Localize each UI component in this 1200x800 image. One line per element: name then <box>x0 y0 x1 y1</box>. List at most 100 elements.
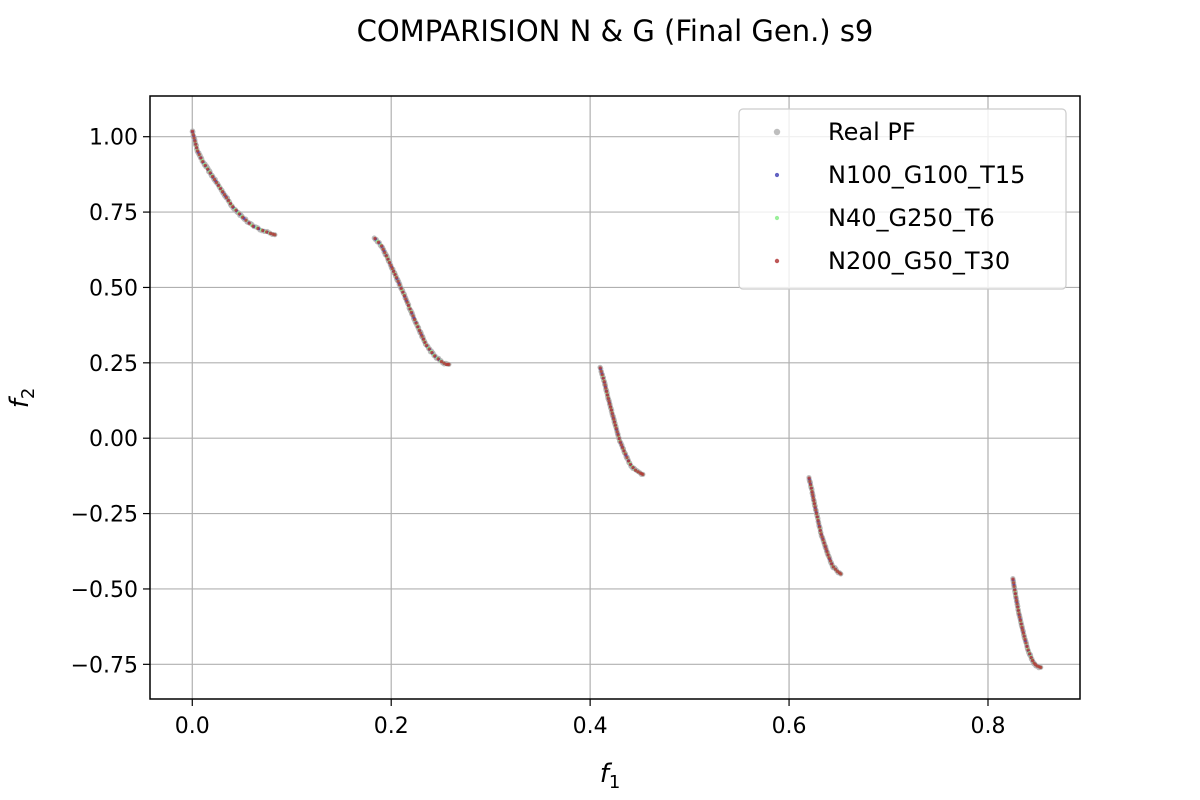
scatter-point <box>381 247 385 251</box>
scatter-point <box>273 233 277 237</box>
y-tick-label: 0.75 <box>89 201 138 226</box>
plot-area-frame <box>149 95 1081 700</box>
y-axis-label-sub: 2 <box>18 388 39 399</box>
scatter-point <box>600 373 604 377</box>
scatter-point <box>194 142 198 146</box>
scatter-point <box>628 462 633 467</box>
x-tick-label: 0.6 <box>772 714 807 739</box>
scatter-point <box>825 550 829 554</box>
scatter-point <box>810 489 814 494</box>
scatter-point <box>194 146 199 150</box>
scatter-point <box>413 317 417 322</box>
scatter-point <box>199 156 203 160</box>
legend-label: N40_G250_T6 <box>828 204 995 232</box>
scatter-point <box>811 496 815 500</box>
scatter-point <box>218 186 223 191</box>
scatter-point <box>607 399 611 403</box>
scatter-point <box>265 230 269 234</box>
scatter-point <box>1029 655 1033 659</box>
scatter-point <box>598 366 602 370</box>
scatter-point <box>599 369 603 374</box>
scatter-point <box>831 565 835 569</box>
scatter-point <box>1014 595 1018 599</box>
y-tick-label: −0.25 <box>71 503 138 528</box>
legend-marker <box>774 215 780 221</box>
scatter-point <box>605 389 609 394</box>
x-axis-ticks: 0.0 0.2 0.4 0.6 0.8 <box>175 699 1005 739</box>
scatter-point <box>817 522 821 526</box>
scatter-point <box>808 479 812 484</box>
scatter-point <box>612 420 617 424</box>
scatter-point <box>414 321 418 325</box>
scatter-point <box>419 331 423 335</box>
scatter-point <box>1012 584 1016 588</box>
scatter-point <box>247 221 251 225</box>
legend-label: Real PF <box>828 118 916 146</box>
scatter-point <box>1011 581 1016 585</box>
scatter-point <box>427 347 431 351</box>
scatter-point <box>633 468 637 472</box>
scatter-point <box>394 276 399 280</box>
scatter-point <box>817 525 822 529</box>
y-tick-label: 0.00 <box>89 427 138 452</box>
legend-label: N100_G100_T15 <box>828 161 1025 189</box>
scatter-point <box>208 171 212 175</box>
scatter-point <box>401 290 405 294</box>
legend: Real PF N100_G100_T15 N40_G250_T6 N200_G50_… <box>738 108 1067 290</box>
scatter-point <box>1023 637 1027 642</box>
scatter-point <box>809 483 813 487</box>
scatter-point <box>814 508 818 512</box>
scatter-point <box>821 538 825 542</box>
scatter-point <box>611 414 615 418</box>
scatter-point <box>212 177 217 182</box>
scatter-point <box>244 218 248 222</box>
scatter-point <box>251 224 255 228</box>
scatter-point <box>1016 605 1020 609</box>
scatter-point <box>604 386 608 390</box>
scatter-point <box>812 499 816 503</box>
scatter-point <box>641 472 645 476</box>
scatter-point <box>1013 588 1017 592</box>
scatter-point <box>231 205 235 209</box>
scatter-point <box>197 152 201 157</box>
scatter-point <box>261 228 265 233</box>
scatter-point <box>1014 598 1019 603</box>
scatter-point <box>819 532 823 536</box>
scatter-point <box>616 433 620 437</box>
scatter-point <box>1024 641 1028 645</box>
scatter-point <box>1025 644 1029 649</box>
scatter-point <box>389 263 393 268</box>
scatter-point <box>823 544 827 548</box>
y-tick-label: 0.25 <box>89 352 138 377</box>
scatter-point <box>241 215 245 219</box>
scatter-point <box>822 541 826 545</box>
scatter-point <box>384 254 388 258</box>
scatter-point <box>222 192 227 197</box>
scatter-point <box>433 354 437 358</box>
scatter-point <box>234 208 238 212</box>
scatter-point <box>1015 602 1019 606</box>
scatter-point <box>809 486 813 490</box>
scatter-point <box>421 337 426 341</box>
scatter-point <box>603 383 607 387</box>
scatter-point <box>626 459 631 463</box>
scatter-point <box>814 511 819 516</box>
scatter-point <box>622 449 626 453</box>
scatter-point <box>373 236 377 241</box>
scatter-point <box>1026 648 1030 652</box>
scatter-point <box>237 212 241 216</box>
scatter-point <box>623 452 627 456</box>
scatter-point <box>192 136 196 140</box>
scatter-point <box>423 340 427 344</box>
scatter-point <box>1016 608 1020 613</box>
scatter-point <box>383 250 387 255</box>
scatter-point <box>1030 658 1035 663</box>
scatter-point <box>1039 665 1043 669</box>
scatter-point <box>811 492 815 497</box>
legend-marker <box>774 172 780 178</box>
scatter-point <box>826 553 830 557</box>
scatter-point <box>210 174 215 179</box>
scatter-point <box>621 446 625 450</box>
scatter-point <box>193 139 197 143</box>
scatter-point <box>201 159 205 164</box>
